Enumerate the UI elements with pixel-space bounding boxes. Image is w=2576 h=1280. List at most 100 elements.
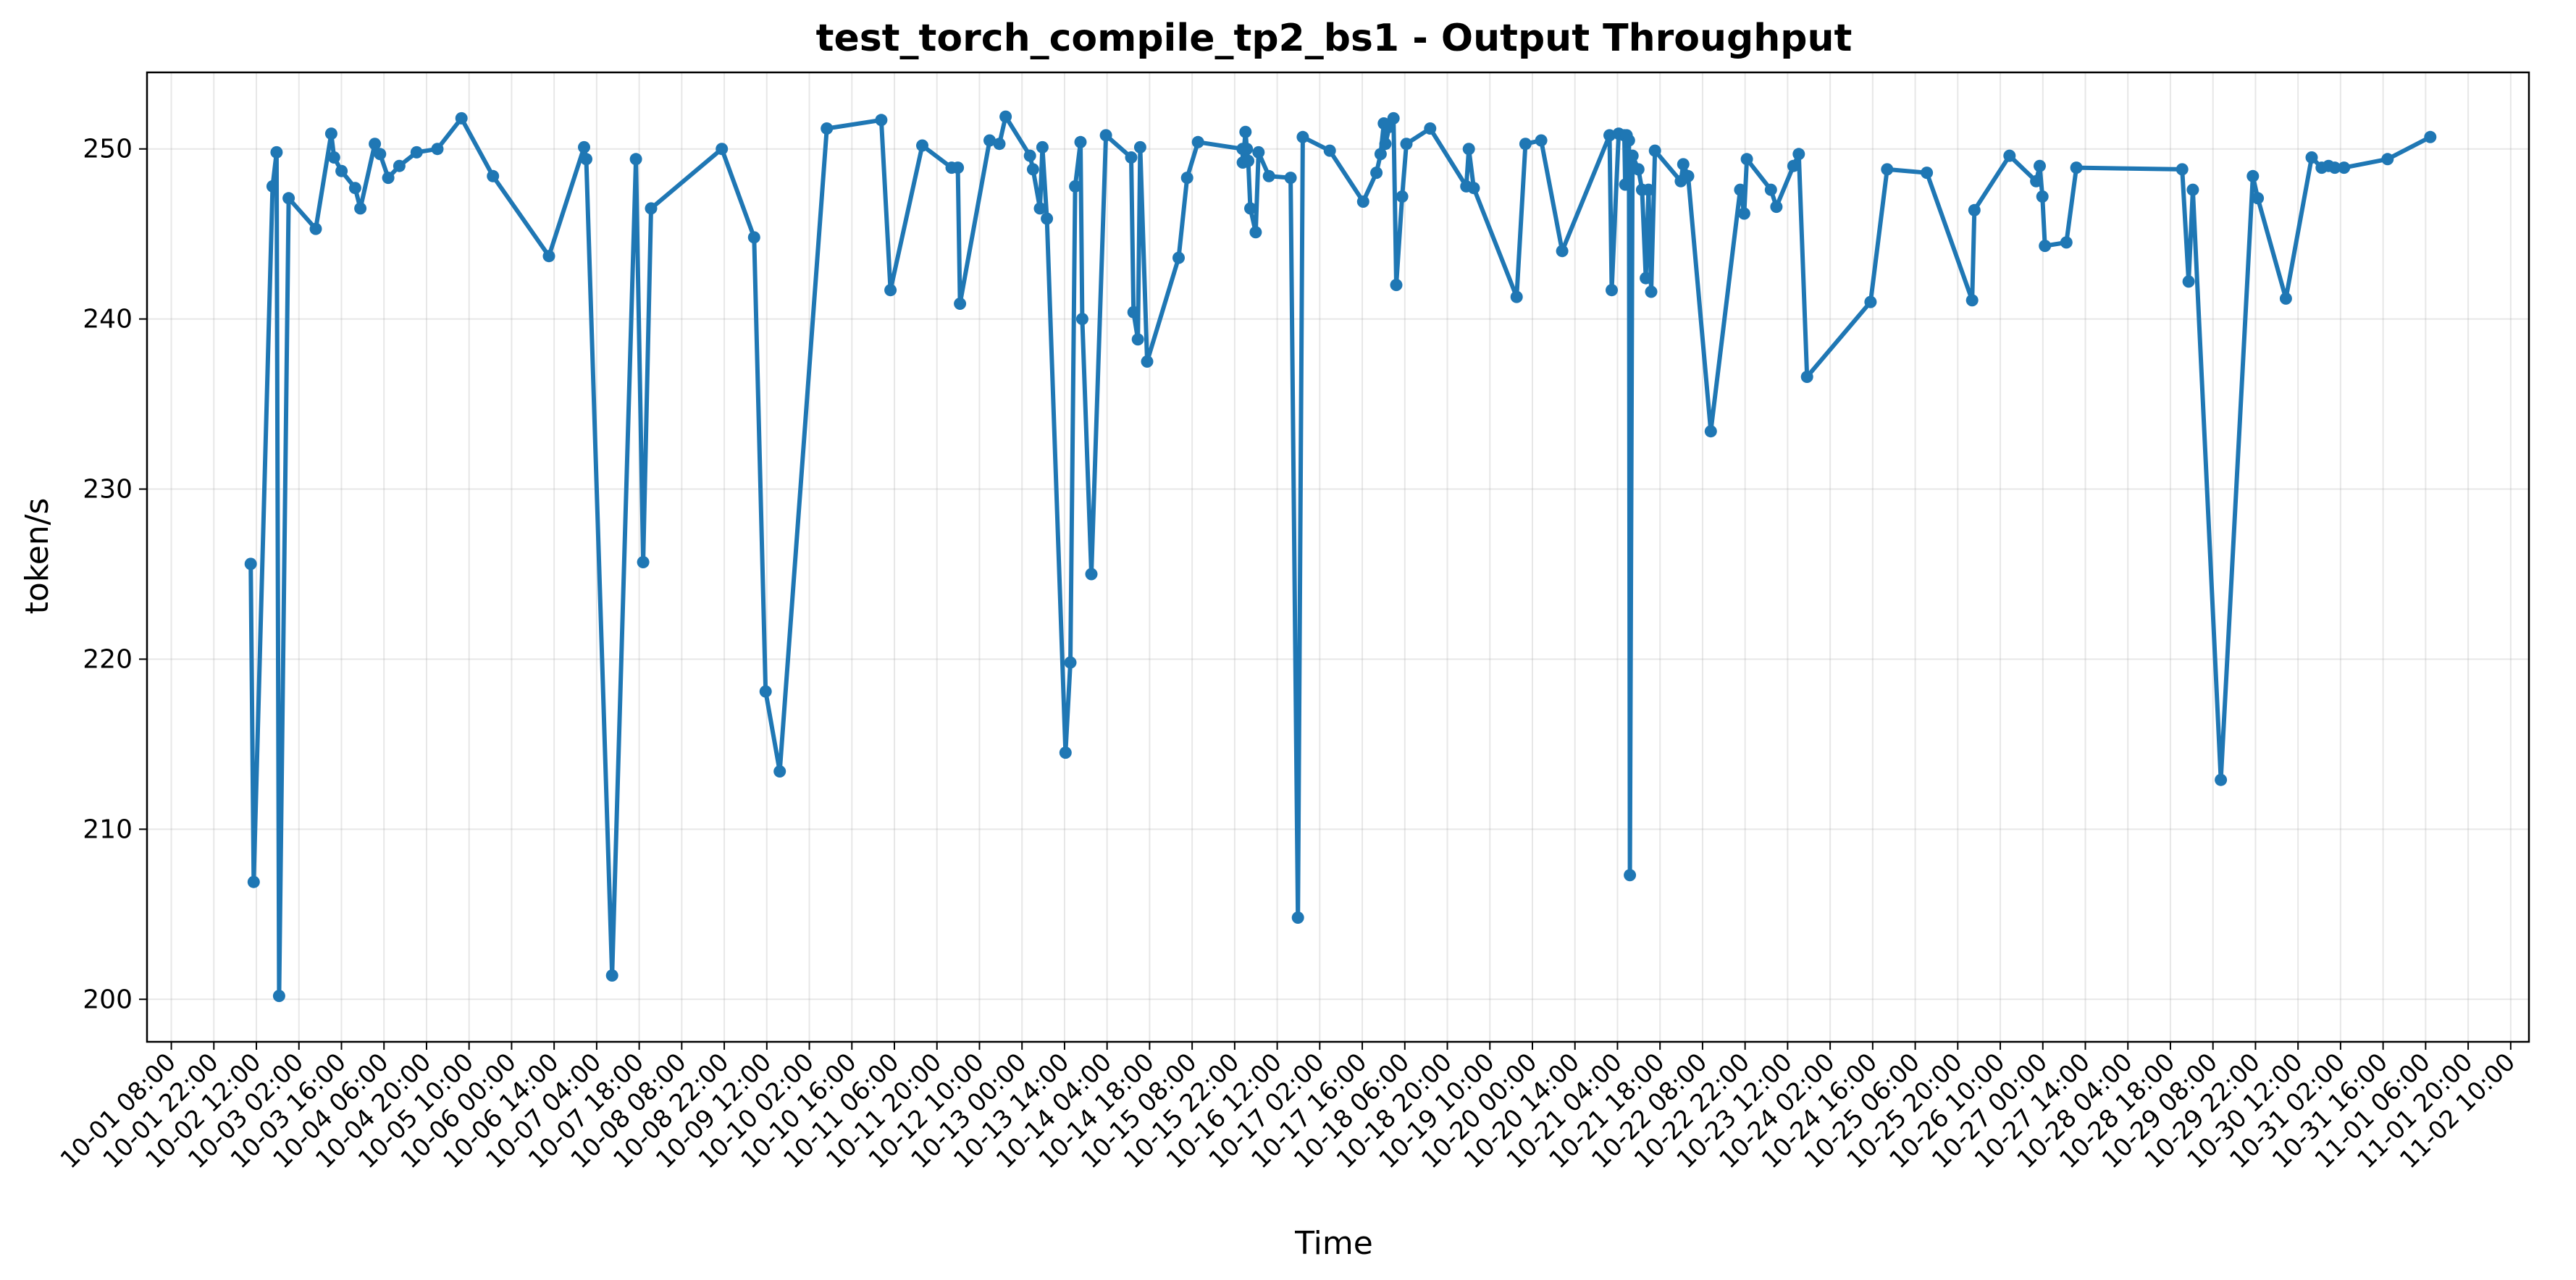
- y-tick-label: 220: [83, 644, 133, 674]
- data-point: [629, 153, 642, 166]
- data-point: [1284, 172, 1297, 185]
- data-point: [2036, 190, 2049, 203]
- data-point: [916, 139, 928, 152]
- y-tick-label: 240: [83, 305, 133, 334]
- data-point: [1296, 130, 1309, 143]
- data-point: [1640, 271, 1653, 285]
- data-point: [2215, 773, 2228, 786]
- data-point: [374, 148, 387, 161]
- data-point: [431, 143, 444, 156]
- data-point: [1387, 111, 1400, 125]
- data-point: [1172, 251, 1185, 264]
- data-point: [884, 284, 897, 297]
- data-point: [821, 122, 834, 135]
- data-point: [1519, 138, 1532, 151]
- chart-title: test_torch_compile_tp2_bs1 - Output Thro…: [816, 17, 1853, 60]
- series-markers: [244, 110, 2437, 1003]
- data-point: [875, 114, 888, 127]
- data-point: [1033, 202, 1046, 215]
- data-point: [393, 159, 406, 172]
- data-point: [327, 151, 340, 164]
- data-point: [1632, 163, 1645, 176]
- data-point: [1036, 140, 1049, 153]
- plot-frame: [146, 71, 2530, 1043]
- data-point: [1180, 172, 1193, 185]
- data-point: [244, 557, 257, 570]
- data-point: [1606, 284, 1618, 297]
- data-point: [2279, 292, 2292, 305]
- data-point: [999, 110, 1012, 123]
- data-point: [1064, 656, 1077, 669]
- y-tick-label: 210: [83, 814, 133, 844]
- data-point: [1921, 167, 1934, 180]
- data-point: [1642, 183, 1655, 196]
- data-point: [348, 182, 361, 195]
- data-point: [2252, 192, 2265, 205]
- data-point: [1770, 201, 1783, 214]
- data-point: [952, 161, 965, 174]
- data-point: [1424, 122, 1437, 135]
- data-point: [266, 180, 279, 193]
- y-tick-label: 250: [83, 135, 133, 164]
- data-point: [1379, 138, 1392, 151]
- data-point: [1787, 159, 1800, 172]
- data-point: [2030, 174, 2043, 188]
- data-point: [954, 298, 967, 310]
- data-point: [2182, 275, 2195, 288]
- data-point: [1356, 195, 1369, 208]
- data-point: [1467, 182, 1480, 195]
- data-point: [637, 556, 650, 568]
- data-point: [272, 990, 285, 1003]
- data-point: [382, 172, 395, 185]
- data-point: [270, 146, 283, 159]
- data-point: [1131, 333, 1144, 346]
- data-point: [1622, 134, 1635, 147]
- data-point: [1041, 212, 1054, 225]
- data-point: [2305, 151, 2318, 164]
- y-axis-label: token/s: [19, 498, 56, 615]
- grid: [147, 72, 2529, 1042]
- data-point: [1704, 425, 1717, 438]
- data-point: [2381, 153, 2394, 166]
- data-point: [1023, 149, 1036, 162]
- data-point: [1603, 129, 1616, 142]
- data-point: [605, 969, 618, 982]
- data-point: [1510, 290, 1523, 303]
- data-point: [1734, 183, 1747, 196]
- data-point: [1262, 169, 1275, 182]
- data-point: [2338, 161, 2351, 174]
- x-axis-label: Time: [1294, 1225, 1373, 1262]
- data-point: [2246, 169, 2260, 182]
- data-point: [1624, 869, 1637, 882]
- data-point: [1556, 245, 1569, 258]
- data-point: [410, 146, 423, 159]
- data-point: [1291, 911, 1304, 924]
- data-point: [1099, 129, 1112, 142]
- data-point: [747, 231, 760, 244]
- data-point: [1764, 183, 1777, 196]
- data-point: [369, 138, 382, 151]
- data-point: [1252, 146, 1265, 159]
- data-point: [1239, 125, 1252, 138]
- data-point: [1242, 154, 1255, 167]
- data-point: [1881, 163, 1894, 176]
- data-point: [282, 192, 295, 205]
- data-point: [2176, 163, 2189, 176]
- data-point: [1323, 144, 1336, 157]
- data-point: [247, 875, 260, 888]
- data-point: [645, 202, 658, 215]
- data-point: [1462, 143, 1475, 156]
- y-tick-label: 200: [83, 985, 133, 1014]
- data-point: [1737, 207, 1750, 220]
- data-point: [1069, 180, 1082, 193]
- data-point: [1074, 135, 1087, 148]
- data-point: [1792, 148, 1805, 161]
- data-point: [1241, 143, 1254, 156]
- data-point: [1390, 279, 1403, 292]
- data-point: [1400, 138, 1413, 151]
- data-point: [1244, 202, 1256, 215]
- data-point: [1127, 306, 1140, 319]
- data-point: [983, 134, 996, 147]
